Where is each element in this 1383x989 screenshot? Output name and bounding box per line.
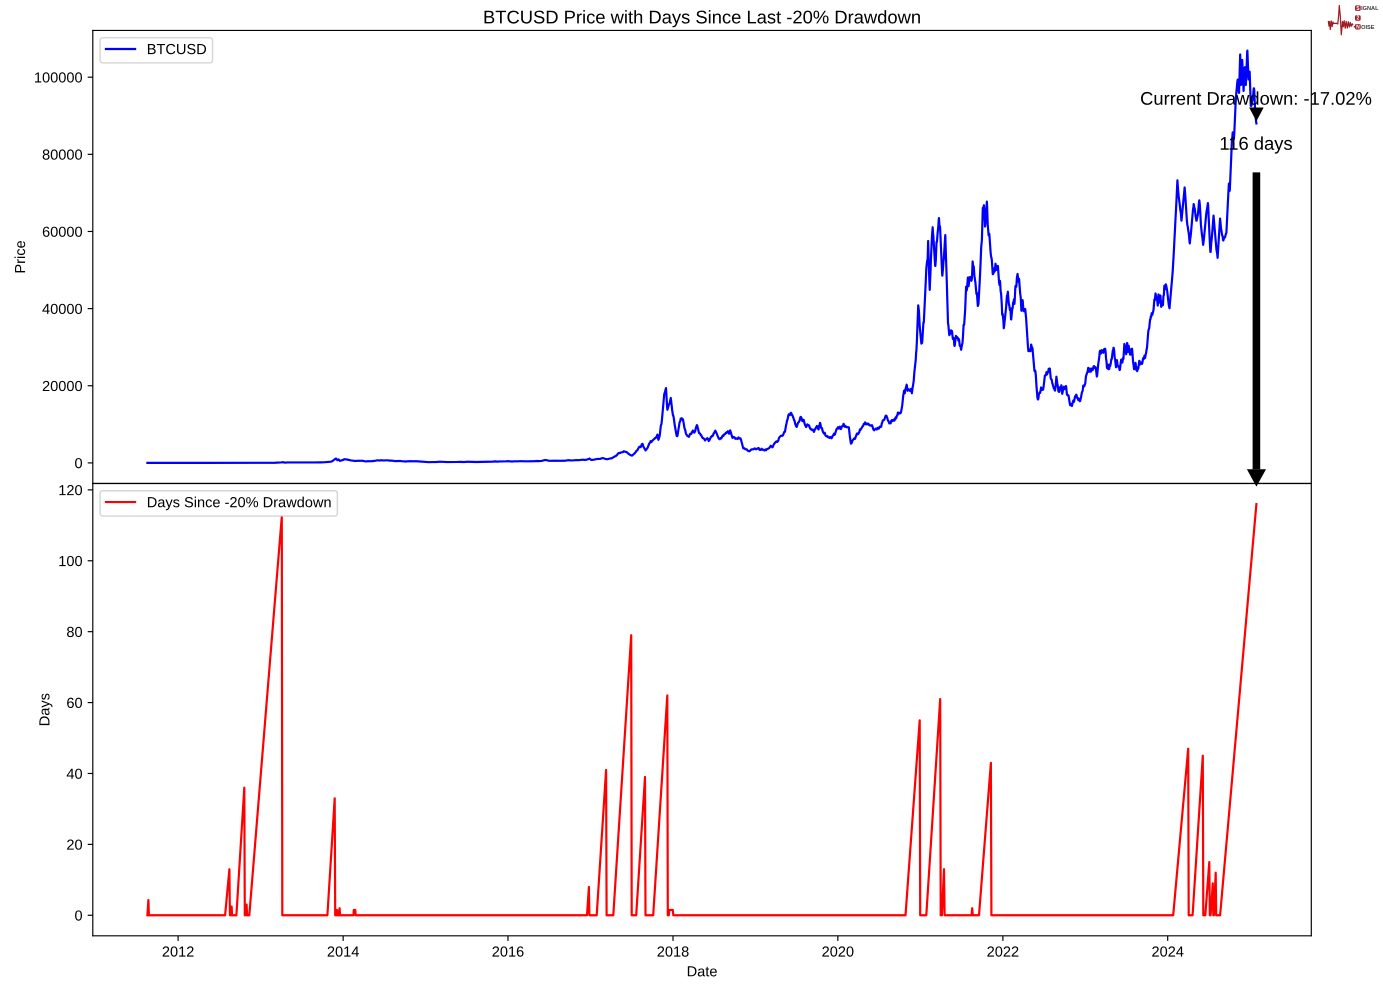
svg-text:IGNAL: IGNAL bbox=[1361, 6, 1379, 12]
svg-text:S: S bbox=[1356, 6, 1360, 12]
svg-text:N: N bbox=[1356, 25, 1360, 31]
svg-text:OISE: OISE bbox=[1361, 25, 1375, 31]
svg-text:2: 2 bbox=[1357, 16, 1360, 22]
